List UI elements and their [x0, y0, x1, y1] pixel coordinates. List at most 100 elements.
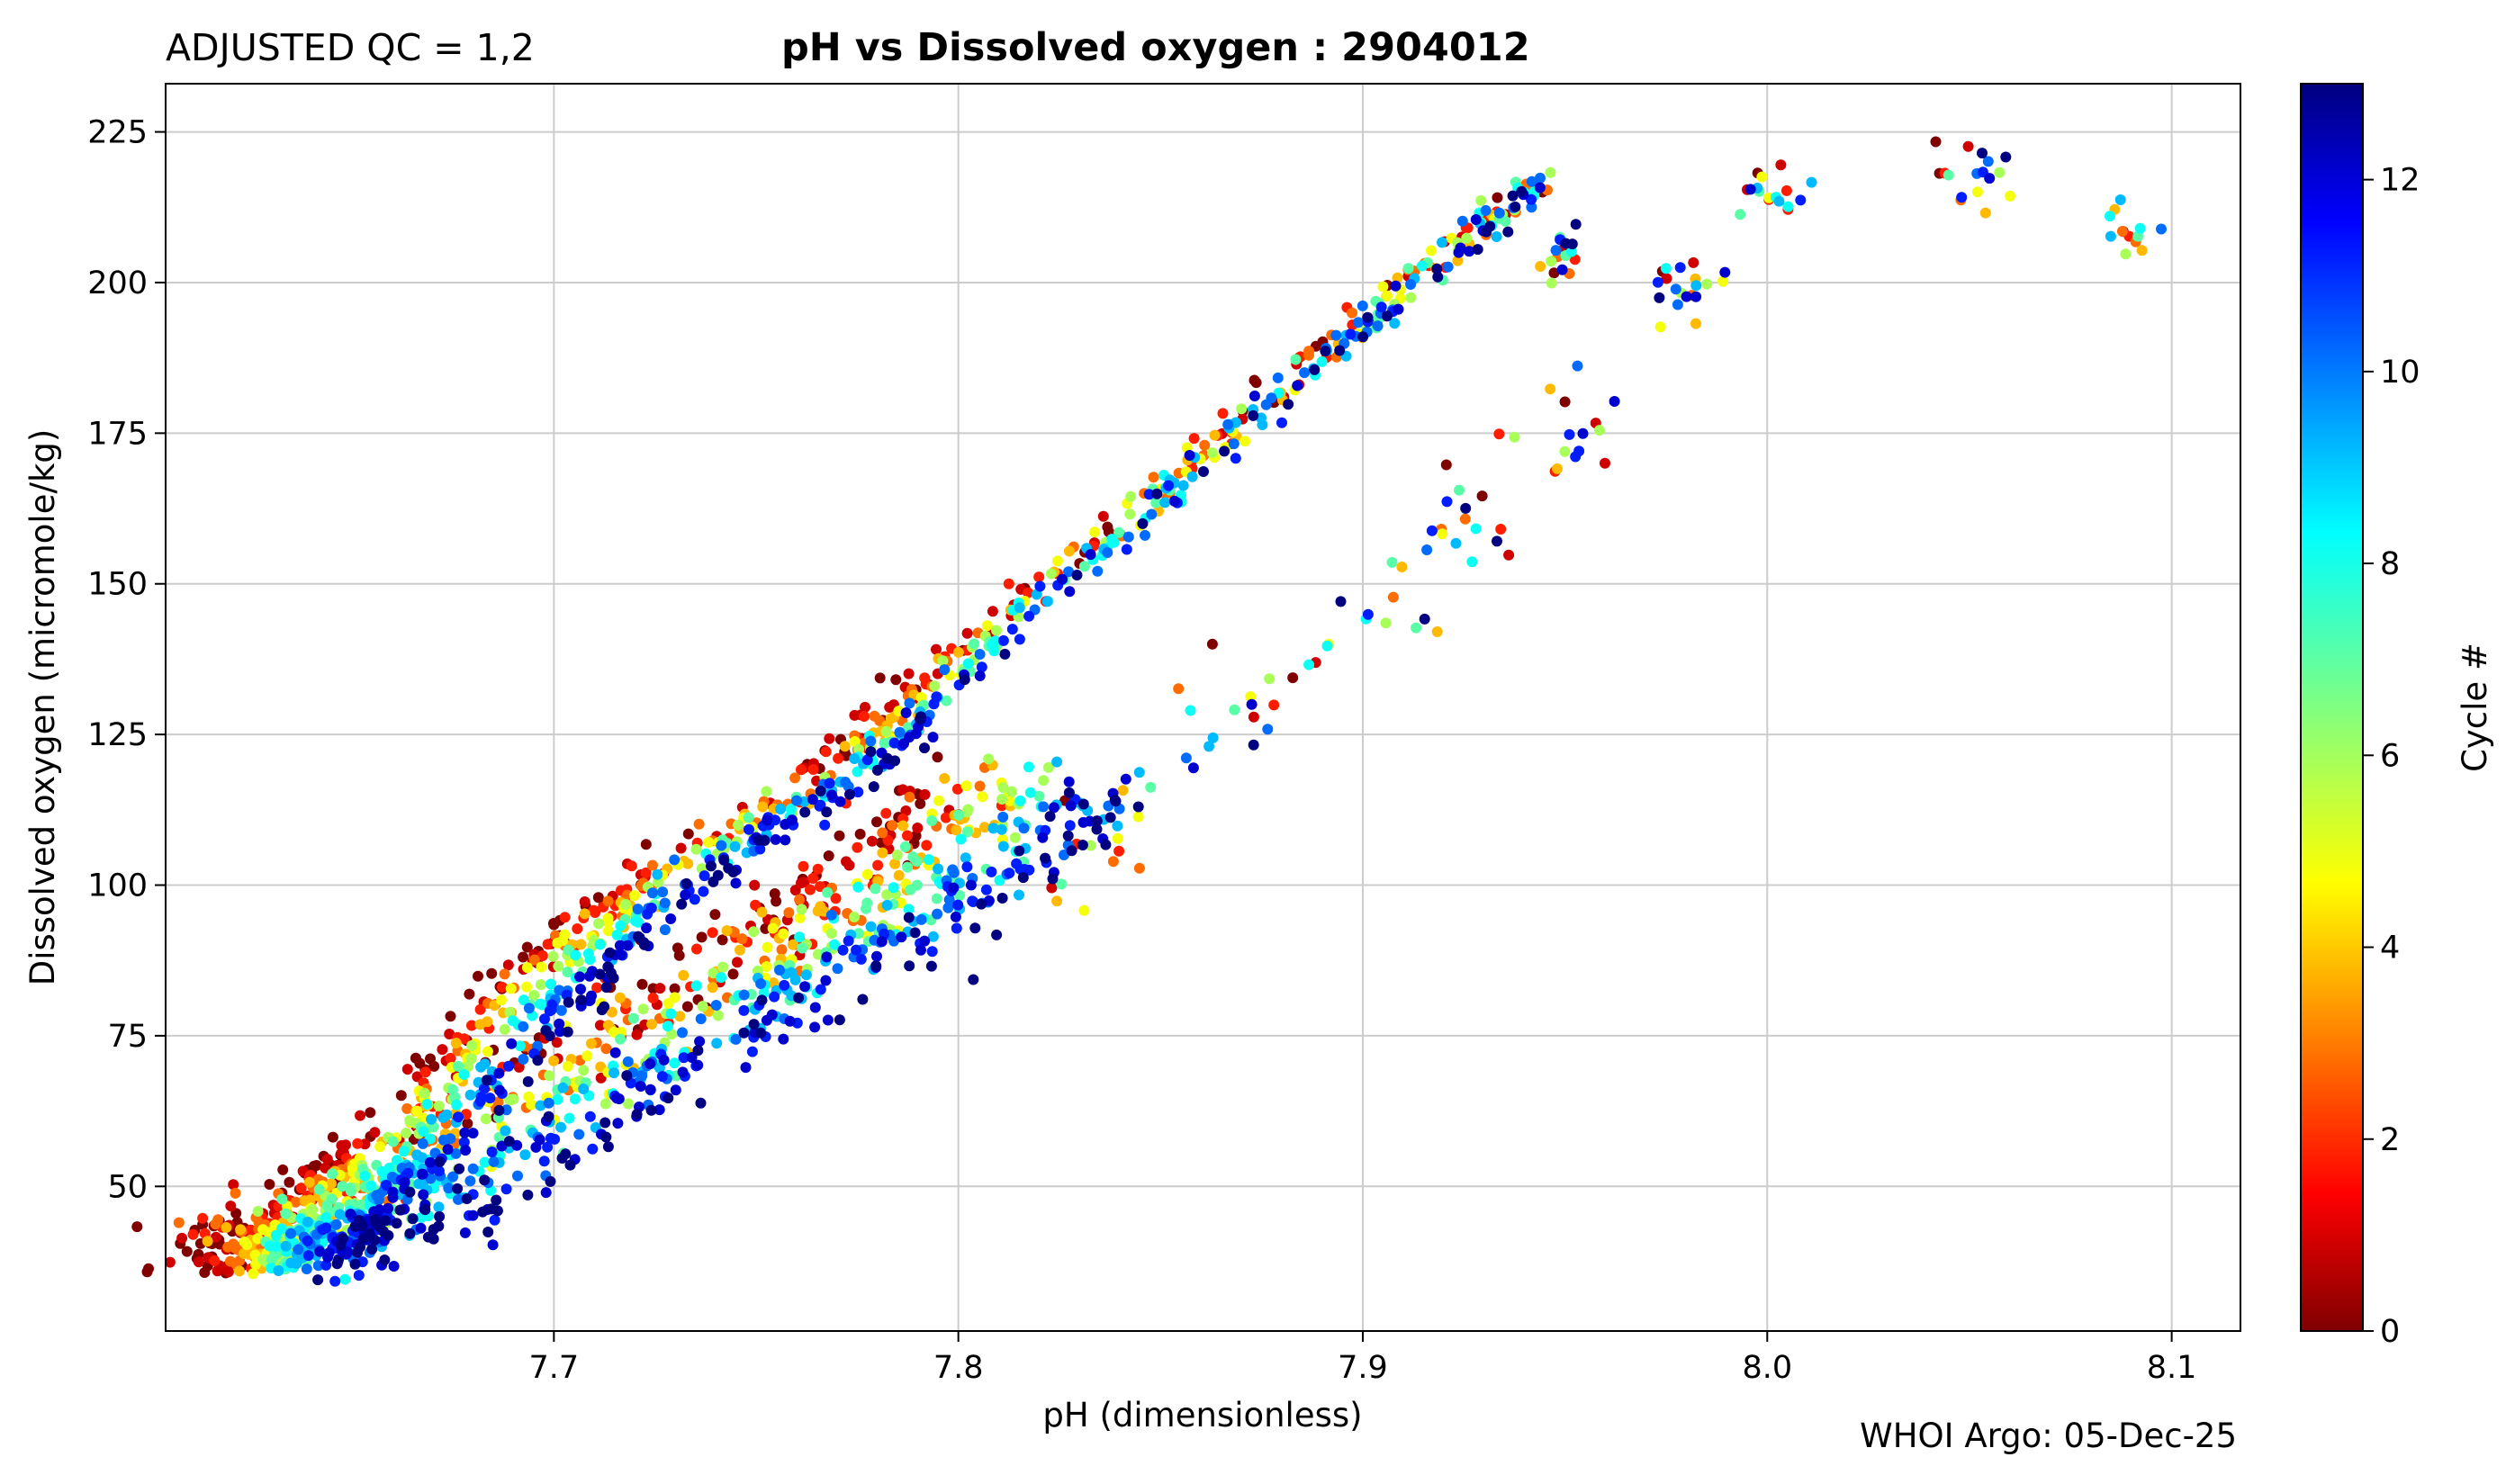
data-point [365, 1107, 376, 1119]
data-point [614, 992, 626, 1003]
data-point [505, 983, 517, 994]
data-point [1594, 425, 1605, 436]
data-point [1100, 839, 1112, 850]
data-point [909, 927, 921, 939]
chart-title: pH vs Dissolved oxygen : 2904012 [781, 25, 1530, 70]
data-point [1334, 345, 1346, 356]
data-point [682, 828, 694, 840]
data-point [640, 839, 652, 850]
data-point [521, 981, 532, 993]
data-point [1199, 439, 1211, 451]
data-point [604, 947, 616, 958]
data-point [290, 1196, 302, 1208]
data-point [579, 896, 590, 907]
data-point [433, 1220, 445, 1232]
data-point [678, 1052, 690, 1064]
data-point [996, 893, 1008, 904]
data-point [164, 1256, 176, 1268]
data-point [2116, 226, 2128, 237]
data-point [187, 1228, 199, 1240]
data-point [694, 1036, 706, 1048]
data-point [1688, 256, 1699, 268]
data-point [1207, 732, 1219, 743]
data-point [1962, 140, 1974, 152]
data-point [365, 1180, 377, 1192]
data-point [691, 943, 702, 955]
data-point [1681, 291, 1692, 302]
data-point [210, 1231, 221, 1243]
data-point [462, 1118, 473, 1129]
data-point [1470, 214, 1482, 225]
data-point [987, 606, 998, 617]
data-point [1112, 820, 1123, 832]
data-point [630, 915, 642, 927]
data-point [555, 1121, 567, 1133]
data-point [640, 867, 652, 878]
data-point [497, 982, 508, 993]
data-point [646, 859, 658, 871]
data-point [500, 1183, 512, 1195]
data-point [1184, 450, 1195, 461]
data-point [1085, 549, 1096, 561]
data-point [391, 1218, 402, 1229]
y-tick-label: 175 [87, 416, 148, 452]
data-point [959, 674, 970, 686]
data-point [837, 944, 849, 956]
data-point [1661, 273, 1672, 284]
data-point [897, 784, 908, 796]
data-point [750, 899, 762, 911]
data-point [394, 1204, 406, 1216]
data-point [961, 826, 973, 838]
data-point [1024, 787, 1036, 798]
data-point [729, 841, 741, 852]
data-point [775, 804, 787, 814]
data-point [919, 672, 931, 684]
data-point [314, 1246, 326, 1257]
data-point [794, 931, 806, 943]
y-axis-ticks: 50 75 100 125 150 175 200 225 [87, 115, 166, 1205]
data-point [1577, 427, 1589, 439]
data-point [675, 842, 687, 854]
data-point [606, 1006, 617, 1018]
data-point [961, 627, 973, 639]
data-point [264, 1240, 275, 1252]
data-point [1347, 307, 1358, 319]
data-point [1516, 185, 1528, 197]
data-point [419, 1204, 431, 1216]
data-point [1556, 264, 1568, 275]
data-point [1287, 672, 1299, 684]
data-point [600, 1043, 612, 1055]
data-point [996, 794, 1008, 805]
data-point [1795, 194, 1807, 206]
data-point [1719, 266, 1731, 278]
data-point [176, 1232, 188, 1244]
data-point [1387, 591, 1399, 603]
data-point [829, 939, 840, 950]
data-point [645, 903, 657, 913]
data-point [976, 898, 987, 910]
data-point [592, 892, 604, 904]
data-point [442, 1144, 454, 1156]
data-point [1984, 173, 1996, 184]
data-point [1437, 237, 1447, 248]
data-point [1113, 845, 1125, 857]
data-point [602, 925, 614, 937]
data-point [545, 1004, 557, 1016]
data-point [999, 648, 1011, 660]
data-point [662, 1021, 673, 1032]
data-point [915, 944, 926, 956]
data-point [1450, 537, 1462, 549]
data-point [447, 1171, 459, 1183]
data-point [1045, 568, 1057, 580]
data-point [307, 1204, 319, 1216]
data-point [977, 791, 988, 803]
data-point [833, 752, 844, 764]
data-point [608, 1067, 620, 1079]
data-point [404, 1186, 416, 1198]
data-point [1042, 761, 1054, 773]
data-point [584, 970, 595, 982]
data-point [888, 882, 899, 894]
data-point [854, 828, 866, 840]
data-point [443, 1183, 455, 1194]
data-point [502, 959, 514, 971]
